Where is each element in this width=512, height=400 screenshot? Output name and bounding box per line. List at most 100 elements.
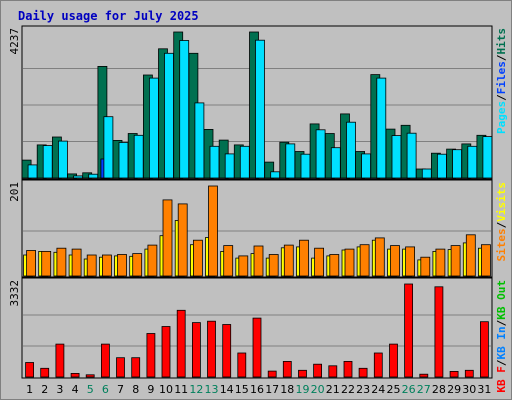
bar-kb-f-day-17 [267, 370, 277, 378]
x-tick-label-day-28: 28 [432, 383, 446, 396]
bar-pages-day-15 [239, 145, 250, 179]
bar-sites-day-31 [480, 244, 491, 277]
bar-sites-day-4 [71, 248, 82, 277]
bar-sites-day-1 [26, 250, 37, 277]
bar-sites-day-8 [132, 253, 143, 277]
bar-hits-day-17 [264, 161, 275, 179]
bar-sites-day-12 [192, 239, 203, 277]
bar-sites-day-21 [329, 254, 340, 277]
bar-pages-day-19 [300, 153, 311, 179]
legend-item: KB F [495, 366, 508, 393]
x-tick-label-day-2: 2 [41, 383, 48, 396]
x-tick-label-day-16: 16 [250, 383, 264, 396]
bar-kb-f-day-16 [252, 317, 262, 378]
legend-item: Sites [495, 228, 508, 261]
panel-legend: KB F/KB In/KB Out [495, 280, 508, 393]
y-max-label: 4237 [8, 28, 21, 55]
bar-sites-day-26 [405, 246, 416, 277]
x-tick-label-day-22: 22 [341, 383, 355, 396]
bar-kb-f-day-8 [131, 357, 141, 378]
bar-kb-f-day-19 [298, 369, 307, 378]
panel-visits-sites: 201 Sites/Visits [8, 179, 508, 278]
x-tick-label-day-24: 24 [371, 383, 385, 396]
bar-pages-day-4 [73, 175, 83, 179]
x-tick-label-day-29: 29 [447, 383, 461, 396]
chart-title: Daily usage for July 2025 [18, 9, 199, 23]
bar-pages-day-28 [436, 153, 447, 179]
bar-pages-day-16 [255, 39, 265, 179]
bar-sites-day-5 [86, 254, 97, 277]
bar-sites-day-25 [390, 245, 400, 277]
bar-sites-day-19 [299, 239, 309, 277]
legend-separator: / [495, 54, 508, 61]
x-tick-label-day-21: 21 [326, 383, 340, 396]
x-tick-label-day-23: 23 [356, 383, 370, 396]
x-tick-label-day-6: 6 [102, 383, 109, 396]
bar-pages-day-18 [285, 143, 296, 179]
bar-sites-day-16 [253, 245, 264, 277]
bar-sites-day-3 [56, 247, 67, 277]
bar-pages-day-7 [118, 142, 129, 179]
bar-pages-day-6 [103, 116, 114, 179]
bar-kb-f-day-30 [464, 369, 474, 378]
bar-pages-day-12 [194, 102, 205, 179]
bar-sites-day-18 [283, 244, 294, 277]
bar-pages-day-21 [330, 147, 341, 179]
bar-pages-day-3 [58, 140, 68, 179]
bar-kb-f-day-22 [343, 360, 353, 378]
bar-kb-f-day-28 [434, 286, 444, 378]
y-max-label: 201 [8, 182, 21, 202]
x-tick-label-day-27: 27 [417, 383, 431, 396]
bar-kb-f-day-21 [328, 365, 338, 378]
bar-sites-day-24 [374, 237, 385, 277]
panel-legend: Sites/Visits [495, 182, 508, 262]
bar-pages-day-13 [209, 145, 220, 179]
bar-pages-day-8 [133, 134, 144, 179]
bar-pages-day-17 [270, 171, 281, 179]
bar-sites-day-22 [344, 248, 355, 277]
bar-sites-day-20 [314, 247, 325, 277]
bar-kb-f-day-18 [282, 360, 292, 378]
bar-kb-f-day-3 [55, 343, 65, 378]
bar-kb-f-day-31 [479, 321, 489, 378]
bar-pages-day-14 [224, 153, 235, 179]
bar-pages-day-9 [148, 77, 159, 179]
x-tick-label-day-7: 7 [117, 383, 124, 396]
legend-item: Visits [495, 182, 508, 222]
bar-sites-day-17 [268, 254, 279, 277]
bar-kb-f-day-13 [207, 320, 216, 378]
x-tick-label-day-5: 5 [87, 383, 94, 396]
bar-sites-day-9 [147, 244, 158, 277]
bar-sites-day-23 [359, 244, 370, 277]
legend-item: Files [495, 61, 508, 94]
bar-kb-f-day-12 [191, 322, 201, 378]
bar-kb-f-day-2 [40, 367, 50, 378]
bar-sites-day-7 [117, 254, 127, 277]
bar-sites-day-6 [102, 254, 112, 277]
bar-sites-day-15 [238, 255, 249, 277]
x-tick-label-day-8: 8 [132, 383, 139, 396]
x-tick-label-day-20: 20 [311, 383, 325, 396]
bar-kb-f-day-23 [358, 367, 368, 378]
bar-sites-day-11 [177, 203, 188, 277]
bar-sites-day-14 [223, 245, 234, 277]
bar-pages-day-30 [467, 145, 478, 179]
bar-kb-f-day-5 [85, 374, 95, 378]
bar-sites-day-29 [450, 245, 461, 277]
x-tick-label-day-13: 13 [205, 383, 219, 396]
x-tick-label-day-31: 31 [477, 383, 491, 396]
x-tick-label-day-14: 14 [220, 383, 234, 396]
x-tick-label-day-17: 17 [265, 383, 279, 396]
bar-pages-day-22 [346, 121, 356, 179]
bar-pages-day-2 [42, 145, 53, 179]
x-tick-label-day-19: 19 [296, 383, 310, 396]
x-tick-label-day-26: 26 [402, 383, 416, 396]
x-tick-label-day-9: 9 [147, 383, 154, 396]
bar-kb-f-day-7 [116, 357, 125, 378]
legend-separator: / [495, 319, 508, 326]
x-tick-label-day-10: 10 [159, 383, 173, 396]
legend-separator: / [495, 221, 508, 228]
bar-pages-day-25 [391, 135, 402, 179]
